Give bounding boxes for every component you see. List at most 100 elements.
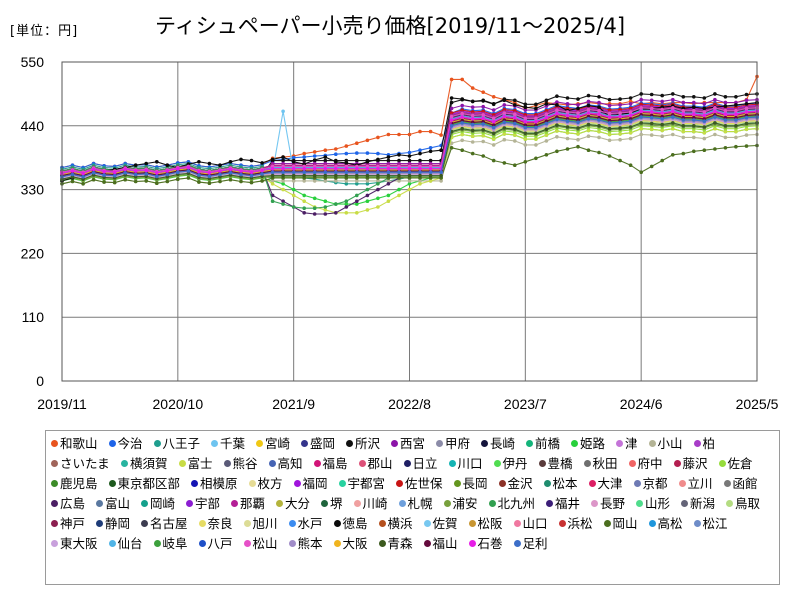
data-point xyxy=(344,179,349,183)
data-point xyxy=(713,147,717,151)
data-point xyxy=(681,151,686,156)
data-point xyxy=(481,90,486,94)
data-point xyxy=(386,199,391,203)
data-point xyxy=(544,102,549,106)
data-point xyxy=(249,158,254,163)
data-point xyxy=(744,98,749,103)
data-point xyxy=(376,187,380,192)
data-point xyxy=(386,132,391,137)
data-point xyxy=(291,160,296,164)
data-point xyxy=(397,158,401,163)
data-point xyxy=(312,206,317,210)
data-point xyxy=(734,129,738,134)
data-point xyxy=(639,126,643,131)
data-point xyxy=(649,127,654,132)
data-point xyxy=(334,147,338,151)
data-point xyxy=(460,138,465,143)
data-point xyxy=(586,103,591,108)
data-point xyxy=(365,208,370,212)
data-point xyxy=(618,132,622,136)
data-point xyxy=(470,134,475,138)
data-point xyxy=(439,148,443,152)
data-point xyxy=(639,97,643,102)
data-point xyxy=(407,132,412,137)
data-point xyxy=(397,187,401,192)
data-point xyxy=(544,98,549,103)
data-point xyxy=(207,181,212,185)
data-point xyxy=(270,179,275,183)
data-point xyxy=(228,160,233,164)
data-point xyxy=(586,99,591,104)
data-point xyxy=(207,161,212,166)
data-point xyxy=(449,96,454,100)
data-point xyxy=(270,157,275,162)
data-point xyxy=(239,157,243,162)
data-point xyxy=(565,136,570,141)
x-tick-label: 2021/9 xyxy=(272,396,315,412)
data-point xyxy=(355,182,359,186)
x-tick-label: 2024/6 xyxy=(620,396,663,412)
data-point xyxy=(523,108,528,112)
data-point xyxy=(344,161,349,165)
data-point xyxy=(407,158,412,163)
data-point xyxy=(460,97,465,101)
data-point xyxy=(491,102,496,106)
data-point xyxy=(355,158,359,163)
data-point xyxy=(734,135,738,140)
data-point xyxy=(355,179,359,183)
data-point xyxy=(397,179,401,183)
data-point xyxy=(744,102,749,106)
x-tick-label: 2025/5 xyxy=(736,396,779,412)
data-point xyxy=(513,139,517,143)
data-point xyxy=(671,153,675,157)
data-point xyxy=(481,133,486,138)
data-point xyxy=(355,199,359,203)
data-point xyxy=(586,93,591,98)
data-point xyxy=(681,100,686,105)
data-point xyxy=(671,132,675,137)
data-point xyxy=(407,150,412,155)
data-point xyxy=(607,97,612,102)
data-point xyxy=(186,176,191,180)
data-point xyxy=(302,211,307,215)
data-point xyxy=(344,151,349,156)
data-point xyxy=(534,143,538,147)
data-point xyxy=(449,77,454,82)
data-point xyxy=(576,137,580,142)
data-point xyxy=(681,129,686,134)
data-point xyxy=(744,144,749,148)
data-point xyxy=(155,181,159,185)
data-point xyxy=(344,199,349,203)
data-point xyxy=(523,160,528,164)
y-tick-label: 220 xyxy=(21,245,45,261)
data-point xyxy=(407,187,412,192)
data-point xyxy=(491,95,496,99)
data-point xyxy=(523,137,528,141)
data-point xyxy=(418,158,422,163)
data-point xyxy=(513,133,517,137)
data-point xyxy=(176,177,180,181)
data-point xyxy=(544,139,549,143)
data-point xyxy=(607,132,612,137)
data-point xyxy=(418,151,422,156)
data-point xyxy=(734,144,738,149)
data-point xyxy=(660,158,664,163)
data-point xyxy=(470,151,475,156)
data-point xyxy=(218,179,222,184)
data-point xyxy=(334,211,338,215)
data-point xyxy=(407,182,412,186)
data-point xyxy=(365,193,370,198)
data-point xyxy=(312,150,317,154)
data-point xyxy=(260,161,264,165)
data-point xyxy=(744,92,749,97)
data-point xyxy=(376,205,380,209)
data-point xyxy=(692,100,696,105)
data-point xyxy=(281,202,285,206)
data-point xyxy=(365,187,370,192)
data-point xyxy=(302,199,307,203)
data-point xyxy=(639,132,643,137)
data-point xyxy=(460,103,465,108)
data-point xyxy=(470,140,475,144)
data-point xyxy=(428,158,433,163)
data-point xyxy=(197,160,201,164)
